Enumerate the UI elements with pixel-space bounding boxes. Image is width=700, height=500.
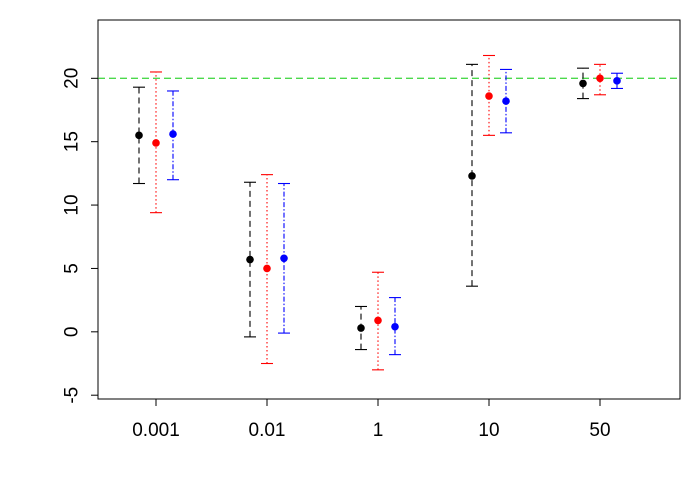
data-point xyxy=(152,139,160,147)
data-point xyxy=(374,316,382,325)
y-tick-label: 15 xyxy=(62,131,83,152)
data-point xyxy=(468,172,476,180)
x-tick-label: 0.001 xyxy=(132,420,180,441)
y-tick-label: 5 xyxy=(62,263,83,274)
series-group xyxy=(167,68,623,356)
data-point xyxy=(579,79,587,88)
y-tick-label: -5 xyxy=(62,387,83,404)
data-point xyxy=(485,92,493,100)
data-point xyxy=(596,74,604,83)
y-axis: -5 0 5 10 15 20 xyxy=(62,68,99,404)
series-layer xyxy=(133,54,623,371)
data-point xyxy=(246,255,254,264)
series-group xyxy=(133,63,589,351)
data-point xyxy=(280,254,288,263)
y-tick-label: 0 xyxy=(62,327,83,338)
data-point xyxy=(613,77,621,85)
data-point xyxy=(135,131,143,140)
data-point xyxy=(391,322,399,331)
data-point xyxy=(502,97,510,105)
data-point xyxy=(169,130,177,138)
x-axis: 0.001 0.01 1 10 50 xyxy=(132,398,611,441)
series-group xyxy=(150,54,606,371)
y-tick-label: 20 xyxy=(62,68,83,89)
data-point xyxy=(263,264,271,273)
x-tick-label: 0.01 xyxy=(249,420,286,441)
data-point xyxy=(357,324,365,332)
x-tick-label: 1 xyxy=(373,420,384,441)
y-tick-label: 10 xyxy=(62,194,83,215)
x-tick-label: 10 xyxy=(478,420,499,441)
x-tick-label: 50 xyxy=(589,420,610,441)
